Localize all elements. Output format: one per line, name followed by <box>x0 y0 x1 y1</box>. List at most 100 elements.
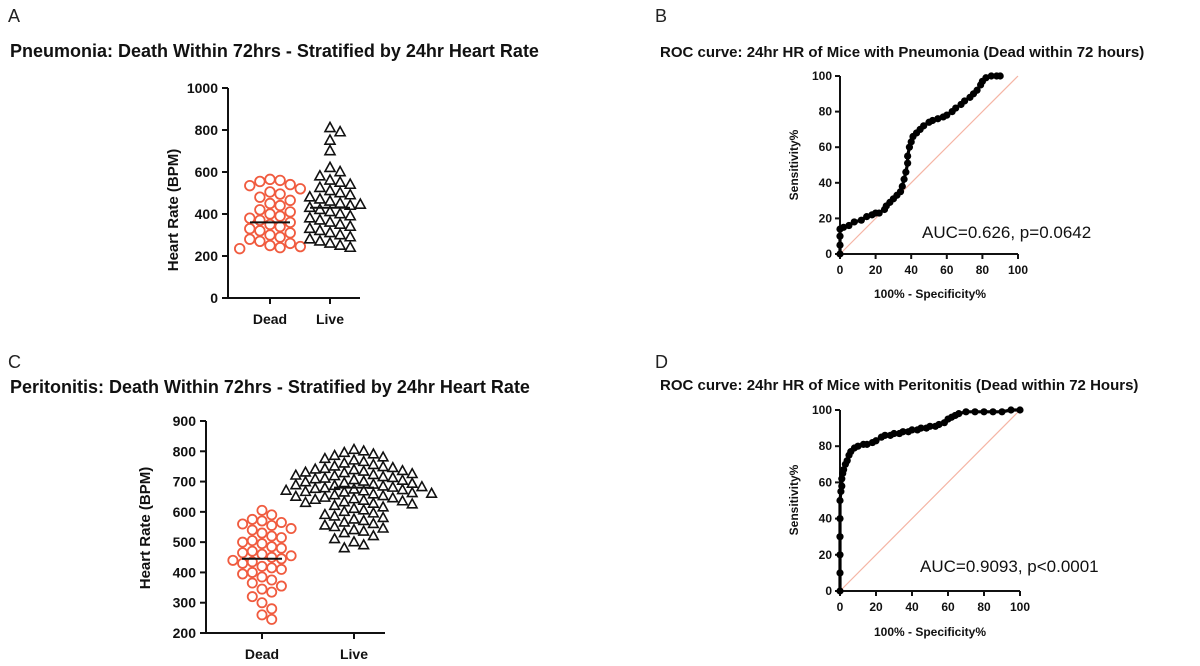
panel-a-point-live <box>333 227 347 240</box>
panel-c-point-live <box>347 453 361 465</box>
panel-d-roc-point <box>917 424 925 432</box>
panel-d-roc-point <box>836 533 844 541</box>
panel-c-y-tick-label: 200 <box>173 625 197 641</box>
panel-d-roc-point <box>836 515 844 523</box>
panel-c-point-live <box>357 474 370 486</box>
panel-a-y-tick-label: 600 <box>195 164 219 180</box>
panel-a-point-live <box>313 180 327 193</box>
panel-a-point-live <box>303 232 317 244</box>
panel-c-point-dead <box>256 583 268 595</box>
panel-c-point-live <box>347 512 361 524</box>
panel-b-roc-point <box>850 218 858 226</box>
panel-c-point-live <box>309 481 322 494</box>
panel-d-y-tick-label: 20 <box>819 548 833 562</box>
panel-a-point-dead <box>254 191 266 203</box>
panel-a-point-live <box>333 175 347 187</box>
panel-c-point-dead <box>237 557 249 569</box>
panel-a-point-live <box>323 225 337 238</box>
panel-c-point-live <box>289 478 302 490</box>
panel-d-title: ROC curve: 24hr HR of Mice with Peritoni… <box>660 377 1138 394</box>
panel-d-x-tick-label: 60 <box>941 600 955 614</box>
panel-a-point-dead <box>284 206 296 218</box>
panel-d-roc-point <box>1016 406 1024 414</box>
panel-c-point-dead <box>285 550 297 562</box>
panel-b-x-tick-label: 100 <box>1008 263 1028 277</box>
panel-a-point-dead <box>254 204 266 216</box>
panel-b-roc-point <box>845 221 853 230</box>
panel-a-point-dead <box>274 174 286 187</box>
panel-a-point-dead <box>264 229 276 241</box>
panel-letter-c: C <box>8 352 21 372</box>
panel-b-x-tick-label: 0 <box>837 263 844 277</box>
panel-a-point-live <box>323 183 337 196</box>
panel-c-point-dead <box>246 524 258 536</box>
panel-d: D ROC curve: 24hr HR of Mice with Perito… <box>655 352 1138 639</box>
panel-c-point-dead <box>256 597 268 609</box>
panel-c-x-tick-label: Live <box>340 646 368 662</box>
panel-c-point-dead <box>256 538 268 550</box>
panel-c-point-live <box>318 471 332 483</box>
panel-c-point-live <box>357 514 370 526</box>
panel-a: A Pneumonia: Death Within 72hrs - Strati… <box>8 6 539 327</box>
panel-c-point-live <box>347 501 361 514</box>
panel-a-y-axis-label: Heart Rate (BPM) <box>165 149 182 272</box>
panel-c-point-live <box>328 459 341 471</box>
panel-c-point-dead <box>237 547 249 559</box>
panel-c-point-live <box>338 466 351 478</box>
panel-c-point-live <box>318 451 332 464</box>
panel-a-point-live <box>323 143 337 156</box>
panel-a-point-live <box>333 206 347 219</box>
panel-d-marks <box>836 406 1024 595</box>
panel-a-point-live <box>313 234 327 246</box>
panel-c-point-live <box>367 517 380 529</box>
panel-c-point-live <box>338 495 351 507</box>
panel-a-point-dead <box>264 197 276 210</box>
panel-d-roc-point <box>836 551 844 559</box>
panel-c-point-live <box>338 504 351 517</box>
panel-c-point-dead <box>266 613 278 625</box>
panel-c-point-dead <box>227 554 239 566</box>
panel-c-point-live <box>347 523 361 535</box>
panel-a-y-tick-label: 1000 <box>187 80 218 96</box>
panel-b-y-axis-label: Sensitivity% <box>787 129 801 200</box>
panel-c-point-live <box>415 480 429 492</box>
panel-c-y-tick-label: 300 <box>173 595 197 611</box>
panel-a-point-live <box>343 240 357 253</box>
panel-d-roc-point <box>836 569 844 577</box>
panel-b-roc-point <box>904 159 912 167</box>
panel-a-x-tick-label: Dead <box>253 311 287 327</box>
panel-b-axes: 00 20 20 40 40 60 60 80 80 100 100 <box>812 69 1028 277</box>
panel-b-roc-point <box>898 182 906 190</box>
panel-a-point-dead <box>254 235 266 248</box>
panel-c-point-live <box>376 489 390 501</box>
panel-b-roc-point <box>973 86 981 94</box>
panel-a-point-live <box>313 213 327 225</box>
panel-a-point-live <box>353 197 367 209</box>
panel-a-point-live <box>343 187 357 200</box>
panel-c-y-tick-label: 600 <box>173 504 197 520</box>
panel-c-point-dead <box>266 586 278 598</box>
panel-b-roc-point <box>836 232 844 240</box>
panel-c-point-live <box>328 532 341 544</box>
panel-a-point-dead <box>274 199 286 212</box>
panel-d-roc-point <box>881 431 889 439</box>
panel-c-point-live <box>376 470 390 482</box>
panel-c-point-live <box>347 463 361 475</box>
panel-d-y-axis-label: Sensitivity% <box>787 464 801 535</box>
panel-c-point-dead <box>246 535 258 547</box>
panel-a-point-live <box>303 221 317 234</box>
panel-c-point-dead <box>266 541 278 553</box>
panel-a-point-live <box>343 208 357 221</box>
panel-c-point-live <box>338 541 351 553</box>
panel-c-point-live <box>367 496 380 508</box>
panel-a-point-dead <box>274 210 286 222</box>
panel-a-point-live <box>323 120 337 133</box>
panel-a-y-tick-label: 800 <box>195 122 219 138</box>
panel-b-roc-point <box>900 175 908 183</box>
panel-a-point-live <box>313 192 327 204</box>
panel-a-point-live <box>323 215 337 227</box>
panel-a-title: Pneumonia: Death Within 72hrs - Stratifi… <box>10 41 539 61</box>
panel-c-point-live <box>425 486 438 498</box>
panel-c-point-live <box>338 456 351 468</box>
panel-c-x-tick-label: Dead <box>245 646 279 662</box>
